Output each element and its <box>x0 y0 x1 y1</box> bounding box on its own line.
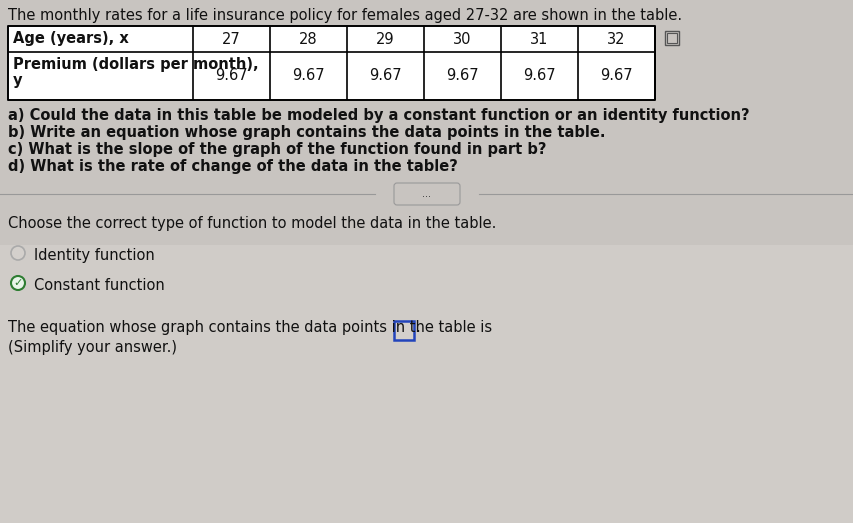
FancyBboxPatch shape <box>0 0 853 245</box>
Text: .: . <box>415 320 420 335</box>
Text: Premium (dollars per month),: Premium (dollars per month), <box>13 57 258 72</box>
Text: 29: 29 <box>376 31 394 47</box>
Text: 9.67: 9.67 <box>215 69 247 84</box>
Text: d) What is the rate of change of the data in the table?: d) What is the rate of change of the dat… <box>8 159 457 174</box>
FancyBboxPatch shape <box>8 26 654 100</box>
Text: 9.67: 9.67 <box>445 69 479 84</box>
Text: b) Write an equation whose graph contains the data points in the table.: b) Write an equation whose graph contain… <box>8 125 605 140</box>
Text: Constant function: Constant function <box>34 278 165 293</box>
Text: 27: 27 <box>222 31 241 47</box>
Text: (Simplify your answer.): (Simplify your answer.) <box>8 340 177 355</box>
Text: 9.67: 9.67 <box>292 69 324 84</box>
Text: 31: 31 <box>530 31 548 47</box>
Text: y: y <box>13 73 22 88</box>
Text: ✓: ✓ <box>14 278 23 288</box>
Text: Choose the correct type of function to model the data in the table.: Choose the correct type of function to m… <box>8 216 496 231</box>
Circle shape <box>11 276 25 290</box>
Text: 9.67: 9.67 <box>523 69 555 84</box>
Text: 30: 30 <box>453 31 471 47</box>
FancyBboxPatch shape <box>666 33 676 43</box>
FancyBboxPatch shape <box>664 31 678 45</box>
Circle shape <box>11 246 25 260</box>
Text: The equation whose graph contains the data points in the table is: The equation whose graph contains the da… <box>8 320 496 335</box>
Text: Age (years), x: Age (years), x <box>13 31 129 47</box>
Text: c) What is the slope of the graph of the function found in part b?: c) What is the slope of the graph of the… <box>8 142 546 157</box>
FancyBboxPatch shape <box>393 183 460 205</box>
Text: 28: 28 <box>299 31 317 47</box>
Text: 9.67: 9.67 <box>600 69 632 84</box>
Text: The monthly rates for a life insurance policy for females aged 27-32 are shown i: The monthly rates for a life insurance p… <box>8 8 682 23</box>
Text: 9.67: 9.67 <box>368 69 402 84</box>
Text: 32: 32 <box>606 31 625 47</box>
Text: Identity function: Identity function <box>34 248 154 263</box>
Text: ...: ... <box>422 189 431 199</box>
FancyBboxPatch shape <box>393 321 414 340</box>
Text: a) Could the data in this table be modeled by a constant function or an identity: a) Could the data in this table be model… <box>8 108 749 123</box>
FancyBboxPatch shape <box>0 245 853 523</box>
